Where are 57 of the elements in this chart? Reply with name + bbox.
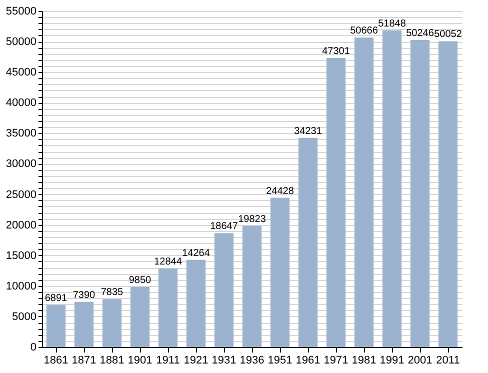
x-tick-label: 1921 xyxy=(184,354,208,366)
bar xyxy=(158,268,178,347)
data-label: 50246 xyxy=(406,28,434,40)
data-label: 51848 xyxy=(378,18,406,30)
y-tick-label: 45000 xyxy=(6,66,36,79)
y-tick-label: 5000 xyxy=(12,310,36,323)
y-tick-label: 35000 xyxy=(6,128,36,140)
x-tick-label: 1951 xyxy=(268,354,292,366)
bar xyxy=(102,299,122,347)
x-tick-label: 1861 xyxy=(44,354,68,366)
y-tick-label: 0 xyxy=(30,342,36,354)
bar xyxy=(130,286,150,347)
x-tick-label: 1961 xyxy=(296,354,320,366)
x-tick-label: 1971 xyxy=(324,354,348,366)
bar xyxy=(326,58,346,347)
bar xyxy=(382,30,402,347)
x-tick-label: 1871 xyxy=(72,354,96,366)
bar xyxy=(270,198,290,347)
y-tick-label: 40000 xyxy=(6,97,36,110)
bar xyxy=(298,138,318,347)
data-label: 6891 xyxy=(44,292,68,304)
bar xyxy=(242,226,262,347)
y-tick-label: 30000 xyxy=(6,158,36,170)
y-tick-label: 15000 xyxy=(6,250,36,262)
bar xyxy=(410,40,430,347)
data-label: 9850 xyxy=(128,274,152,286)
data-label: 19823 xyxy=(238,214,266,225)
bar xyxy=(74,302,94,347)
data-label: 7390 xyxy=(72,290,96,301)
data-label: 7835 xyxy=(100,287,124,298)
x-tick-label: 1911 xyxy=(156,354,180,366)
data-label: 50666 xyxy=(350,25,378,36)
data-label: 24428 xyxy=(266,186,294,197)
y-tick-label: 50000 xyxy=(6,36,36,48)
y-tick-label: 20000 xyxy=(6,219,36,232)
data-label: 14264 xyxy=(182,248,210,259)
y-tick-label: 55000 xyxy=(6,6,36,18)
x-tick-label: 1991 xyxy=(380,354,404,366)
x-tick-label: 1981 xyxy=(352,354,376,366)
x-tick-label: 1936 xyxy=(240,354,264,366)
y-tick-label: 10000 xyxy=(6,280,36,292)
bar xyxy=(214,233,234,347)
data-label: 18647 xyxy=(210,221,238,232)
bar xyxy=(186,260,206,347)
data-label: 47301 xyxy=(322,46,350,58)
data-label: 50052 xyxy=(434,29,462,40)
y-tick-label: 25000 xyxy=(6,188,36,201)
data-label: 34231 xyxy=(294,126,322,137)
x-tick-label: 2011 xyxy=(436,354,460,366)
x-tick-label: 1931 xyxy=(212,354,236,366)
bar xyxy=(46,304,66,347)
data-label: 12844 xyxy=(154,256,182,268)
x-tick-label: 1901 xyxy=(128,354,152,366)
bar xyxy=(438,41,458,347)
x-tick-label: 1881 xyxy=(100,354,124,366)
x-tick-label: 2001 xyxy=(408,354,432,366)
bar xyxy=(354,37,374,347)
